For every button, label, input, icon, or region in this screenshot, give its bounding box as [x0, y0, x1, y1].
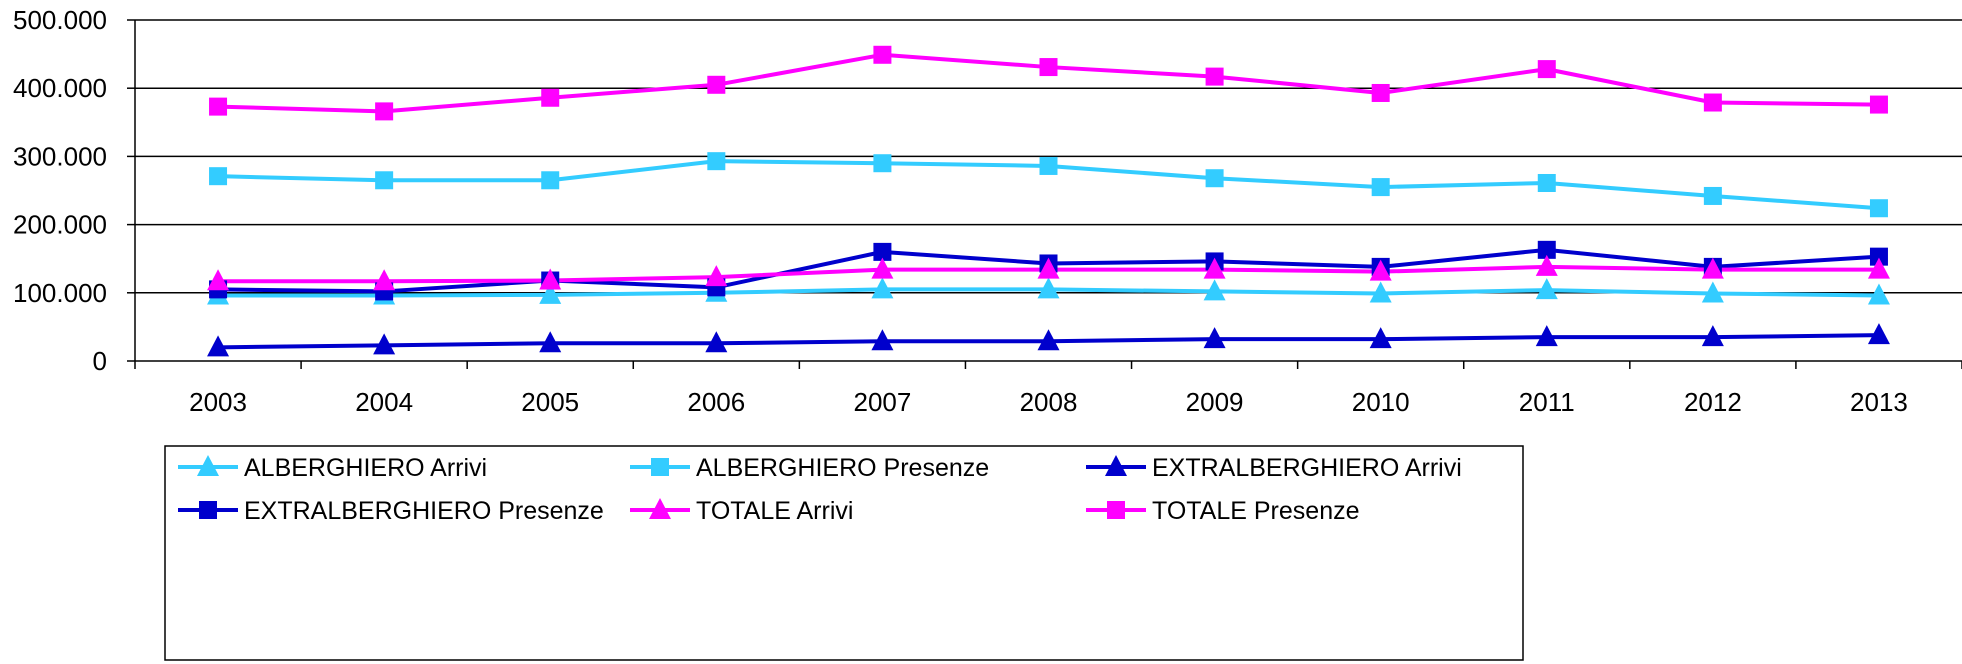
data-point: [1869, 199, 1888, 218]
legend: ALBERGHIERO Arrivi ALBERGHIERO Presenze EX…: [164, 445, 1524, 661]
data-point: [1537, 60, 1556, 79]
x-tick-label: 2011: [1519, 387, 1575, 417]
x-tick-label: 2005: [521, 387, 579, 417]
data-point: [1037, 329, 1060, 351]
y-tick-label: 200.000: [13, 210, 107, 240]
data-point: [1701, 281, 1724, 303]
x-tick-label: 2010: [1352, 387, 1410, 417]
legend-label: TOTALE Arrivi: [696, 497, 853, 525]
data-point: [209, 97, 228, 116]
data-point: [539, 268, 562, 290]
x-tick-label: 2012: [1684, 387, 1742, 417]
data-point: [707, 152, 726, 171]
data-point: [209, 167, 228, 186]
data-point: [1869, 247, 1888, 266]
data-point: [1537, 173, 1556, 192]
legend-label: EXTRALBERGHIERO Presenze: [244, 497, 604, 525]
y-tick-label: 500.000: [13, 5, 107, 35]
x-tick-label: 2009: [1186, 387, 1244, 417]
data-point: [1203, 327, 1226, 349]
data-point: [1867, 323, 1890, 345]
data-point: [705, 331, 728, 353]
legend-marker: [1107, 501, 1125, 519]
data-point: [1869, 95, 1888, 114]
data-point: [1535, 278, 1558, 300]
data-point: [1203, 257, 1226, 279]
data-point: [1701, 325, 1724, 347]
legend-marker: [197, 455, 219, 476]
data-point: [541, 171, 560, 190]
legend-box: [164, 445, 1524, 661]
legend-label: ALBERGHIERO Presenze: [696, 454, 989, 482]
x-axis-tick-labels: 2003 2004 2005 2006 2007 2008 2009 2010 2011 2012…: [189, 387, 1908, 417]
data-point: [1701, 257, 1724, 279]
data-point: [373, 269, 396, 291]
legend-label: TOTALE Presenze: [1152, 497, 1360, 525]
data-point: [1039, 58, 1058, 77]
data-point: [873, 242, 892, 261]
data-point: [1203, 279, 1226, 301]
series-markers: [207, 45, 1890, 357]
data-point: [1535, 325, 1558, 347]
y-tick-label: 300.000: [13, 141, 107, 171]
data-point: [873, 154, 892, 173]
series-lines: [217, 52, 1880, 350]
data-point: [207, 269, 230, 291]
data-point: [207, 335, 230, 357]
legend-marker: [651, 458, 669, 476]
x-tick-label: 2007: [853, 387, 911, 417]
data-point: [871, 277, 894, 299]
y-tick-label: 100.000: [13, 278, 107, 308]
x-tick-label: 2013: [1850, 387, 1908, 417]
data-point: [1037, 277, 1060, 299]
x-tick-label: 2003: [189, 387, 247, 417]
legend-label: ALBERGHIERO Arrivi: [244, 454, 487, 482]
legend-marker: [1105, 455, 1127, 476]
y-axis-tick-labels: 0 100.000 200.000 300.000 400.000 500.000: [13, 5, 107, 376]
data-point: [873, 45, 892, 64]
data-point: [1369, 281, 1392, 303]
data-point: [1205, 169, 1224, 188]
data-point: [1535, 254, 1558, 276]
data-point: [1703, 93, 1722, 112]
data-point: [1369, 327, 1392, 349]
legend-marker: [649, 498, 671, 519]
data-point: [541, 88, 560, 107]
data-point: [1537, 240, 1556, 259]
data-point: [1371, 178, 1390, 197]
data-point: [1371, 83, 1390, 102]
data-point: [1037, 257, 1060, 279]
data-point: [707, 75, 726, 94]
legend-marker: [199, 501, 217, 519]
data-point: [1039, 156, 1058, 175]
data-point: [1867, 257, 1890, 279]
data-point: [871, 257, 894, 279]
data-point: [375, 102, 394, 121]
data-point: [373, 333, 396, 355]
legend-label: EXTRALBERGHIERO Arrivi: [1152, 454, 1462, 482]
data-point: [1867, 283, 1890, 305]
x-tick-label: 2004: [355, 387, 413, 417]
axes: [127, 19, 1962, 369]
data-point: [375, 171, 394, 190]
y-tick-label: 400.000: [13, 73, 107, 103]
data-point: [539, 331, 562, 353]
data-point: [705, 265, 728, 287]
data-point: [871, 329, 894, 351]
data-point: [1369, 259, 1392, 281]
x-tick-label: 2006: [687, 387, 745, 417]
data-point: [1703, 186, 1722, 205]
data-point: [1205, 67, 1224, 86]
y-tick-label: 0: [93, 346, 107, 376]
data-point: [539, 282, 562, 304]
x-tick-label: 2008: [1020, 387, 1078, 417]
